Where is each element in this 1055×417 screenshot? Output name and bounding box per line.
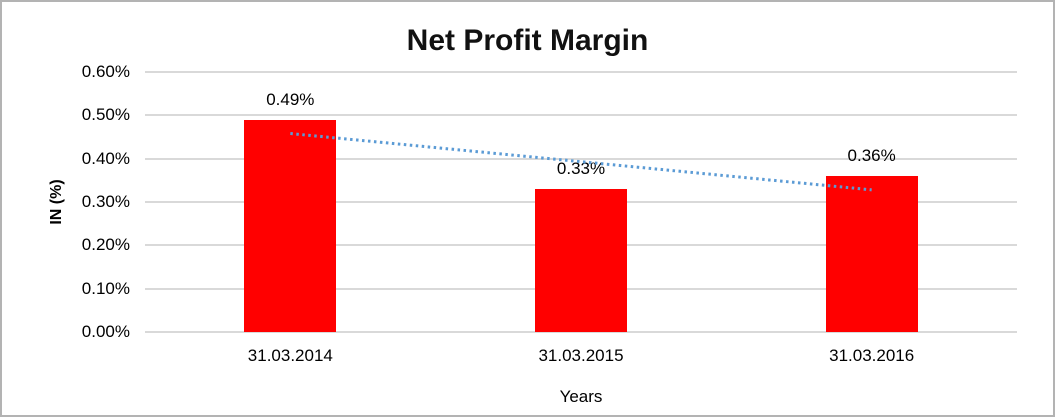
gridline <box>145 331 1017 333</box>
y-tick-label: 0.30% <box>81 192 130 211</box>
trendline <box>290 132 872 192</box>
gridline <box>145 114 1017 117</box>
trendline-path <box>290 132 872 192</box>
x-tick-label: 31.03.2016 <box>829 346 915 365</box>
plot-area: 0.49% 0.33% 0.36% <box>145 71 1017 333</box>
bar <box>535 189 627 332</box>
x-tick-label: 31.03.2015 <box>538 346 624 365</box>
y-tick-label: 0.00% <box>81 322 130 341</box>
gridline <box>145 71 1017 73</box>
y-tick-label: 0.40% <box>81 148 130 168</box>
y-tick-label: 0.50% <box>81 105 130 125</box>
x-axis-title: Years <box>559 387 603 406</box>
gridline <box>145 157 1017 160</box>
bar <box>825 176 918 332</box>
bar-value-label: 0.49% <box>266 89 315 109</box>
bar-value-label: 0.33% <box>556 159 606 178</box>
x-tick-label: 31.03.2014 <box>247 346 333 365</box>
chart-title: Net Profit Margin <box>406 24 649 57</box>
bar-value-label: 0.36% <box>847 146 896 165</box>
y-tick-label: 0.60% <box>81 62 130 81</box>
y-tick-label: 0.20% <box>81 235 130 255</box>
y-tick-label: 0.10% <box>81 278 130 298</box>
bar <box>244 119 337 332</box>
